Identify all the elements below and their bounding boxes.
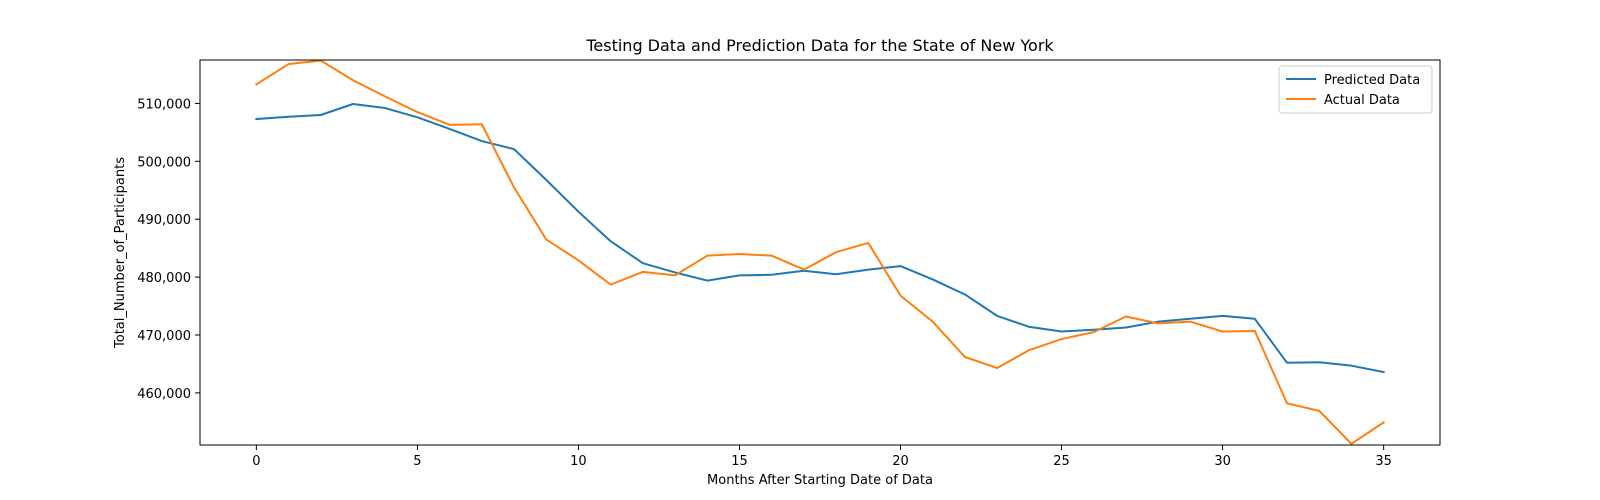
legend-label-predicted: Predicted Data (1324, 73, 1420, 88)
x-tick-label: 35 (1375, 454, 1392, 469)
x-tick-label: 10 (570, 454, 587, 469)
legend-box (1278, 65, 1433, 114)
y-tick-label: 460,000 (137, 387, 191, 402)
plot-background (200, 60, 1440, 445)
y-tick-label: 480,000 (137, 271, 191, 286)
y-axis: 460,000 470,000 480,000 490,000 500,000 510,0… (137, 97, 200, 402)
legend: Predicted Data Actual Data (1278, 65, 1433, 114)
x-tick-label: 20 (892, 454, 909, 469)
series-group (254, 59, 1386, 445)
x-tick-label: 25 (1053, 454, 1070, 469)
plot-frame (199, 59, 1441, 446)
series-line-actual (254, 59, 1386, 445)
y-axis-label: Total_Number_of_Participants (113, 157, 128, 349)
x-tick-label: 15 (731, 454, 748, 469)
chart-title: Testing Data and Prediction Data for the… (585, 36, 1054, 55)
x-tick-label: 0 (252, 454, 260, 469)
y-tick-label: 490,000 (137, 213, 191, 228)
series-line-predicted (255, 103, 1385, 374)
legend-label-actual: Actual Data (1324, 93, 1400, 108)
x-tick-label: 5 (413, 454, 421, 469)
x-tick-label: 30 (1214, 454, 1231, 469)
y-tick-label: 470,000 (137, 329, 191, 344)
y-tick-label: 500,000 (137, 155, 191, 170)
x-axis-label: Months After Starting Date of Data (707, 473, 933, 488)
y-tick-label: 510,000 (137, 97, 191, 112)
x-axis: 0 5 10 15 20 25 30 35 (252, 445, 1392, 469)
